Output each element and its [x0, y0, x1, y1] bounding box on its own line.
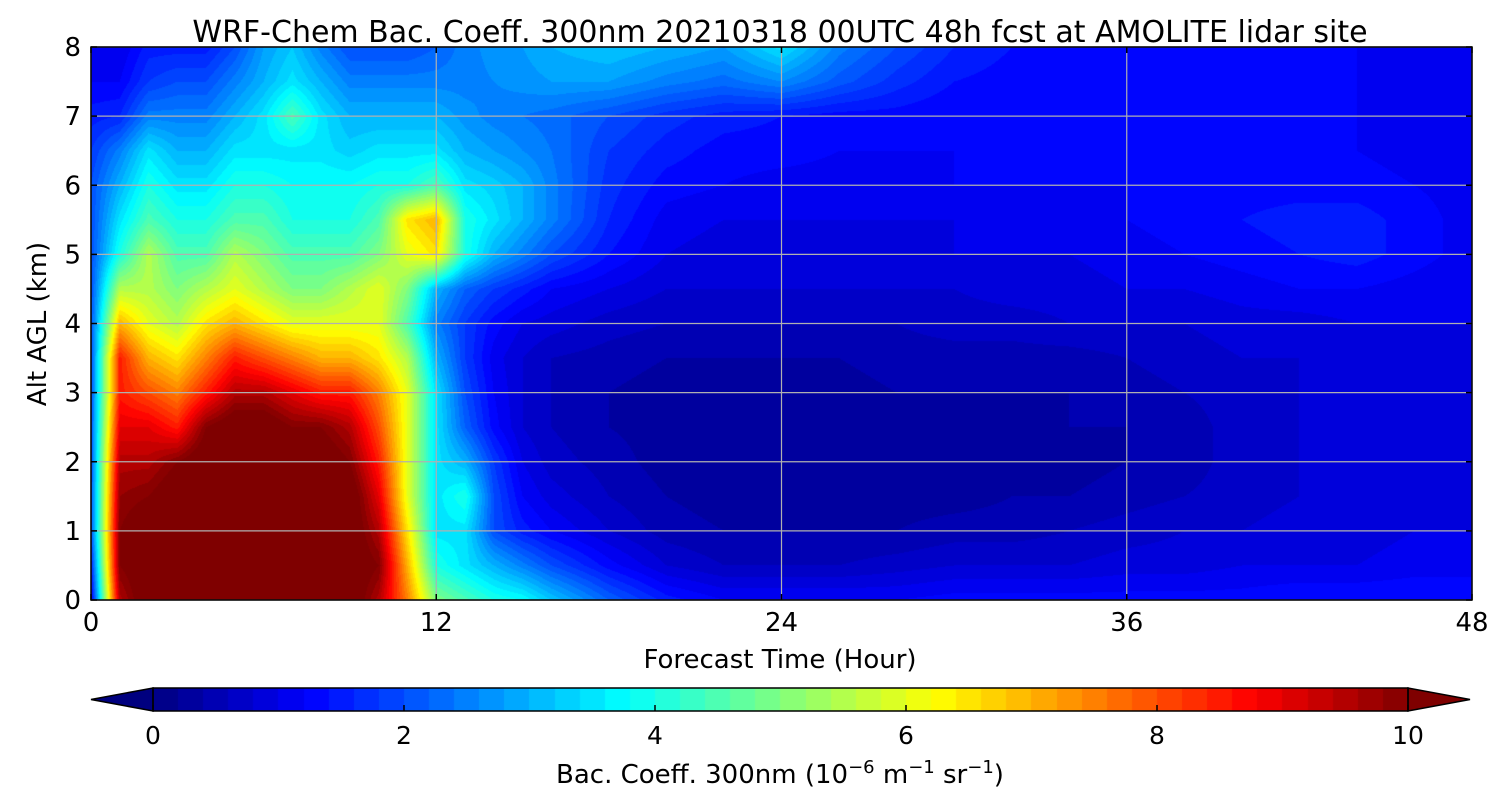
x-tick-label: 12 [420, 608, 453, 638]
x-axis-label: Forecast Time (Hour) [643, 645, 916, 675]
x-tick-label: 36 [1110, 608, 1143, 638]
y-tick-label: 6 [64, 171, 81, 201]
y-tick-label: 2 [64, 448, 81, 478]
colorbar-tick-label: 8 [1149, 721, 1165, 750]
y-tick-label: 0 [64, 586, 81, 616]
y-tick-label: 7 [64, 102, 81, 132]
colorbar-tick-label: 0 [145, 721, 161, 750]
colorbar-tick-label: 6 [898, 721, 914, 750]
y-tick-label: 8 [64, 33, 81, 63]
x-tick-label: 48 [1455, 608, 1488, 638]
colorbar-extend-min [90, 687, 154, 712]
x-tick-label: 0 [83, 608, 100, 638]
y-tick-label: 5 [64, 240, 81, 270]
x-axis-ticks: 0 12 24 36 48 [83, 47, 1489, 638]
colorbar-label: Bac. Coeff. 300nm (10−6 m−1 sr−1) [556, 757, 1004, 790]
y-axis-ticks: 0 1 2 3 4 5 6 7 8 [64, 33, 1472, 616]
colorbar-tick-label: 2 [396, 721, 412, 750]
colorbar-frame [152, 687, 1409, 712]
y-tick-label: 3 [64, 379, 81, 409]
y-tick-label: 1 [64, 517, 81, 547]
colorbar-extend-max [1407, 687, 1471, 712]
y-tick-label: 4 [64, 310, 81, 340]
colorbar-tick-label: 4 [647, 721, 663, 750]
colorbar-ticks: 0 2 4 6 8 10 [145, 705, 1424, 750]
y-axis-label: Alt AGL (km) [23, 242, 53, 406]
x-tick-label: 24 [765, 608, 798, 638]
chart-title: WRF-Chem Bac. Coeff. 300nm 20210318 00UT… [192, 15, 1367, 50]
colorbar-gradient [153, 688, 1408, 711]
colorbar-tick-label: 10 [1392, 721, 1424, 750]
colorbar: 0 2 4 6 8 10 Bac. Coeff. 300nm (10−6 m−1 sr−1… [90, 687, 1471, 790]
